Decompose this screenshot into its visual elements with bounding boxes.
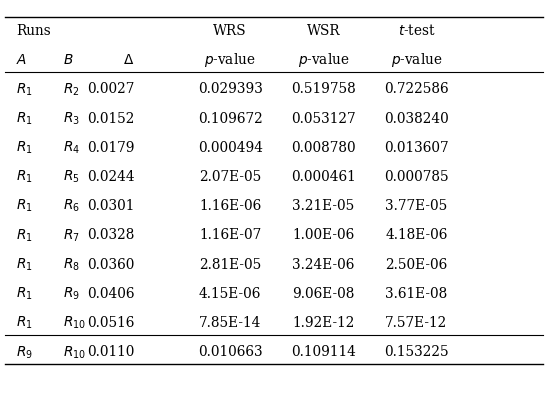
Text: $\mathit{R}_3$: $\mathit{R}_3$ [63,110,80,126]
Text: 3.21E-05: 3.21E-05 [292,199,355,213]
Text: 0.109114: 0.109114 [291,345,356,358]
Text: 0.0179: 0.0179 [87,141,134,154]
Text: $\mathit{R}_1$: $\mathit{R}_1$ [16,110,33,126]
Text: 2.50E-06: 2.50E-06 [385,257,448,271]
Text: 1.16E-06: 1.16E-06 [199,199,261,213]
Text: 0.0152: 0.0152 [87,111,134,125]
Text: $\mathit{R}_8$: $\mathit{R}_8$ [63,256,80,272]
Text: $\mathit{R}_1$: $\mathit{R}_1$ [16,256,33,272]
Text: 0.519758: 0.519758 [291,82,356,96]
Text: $p$-value: $p$-value [391,51,442,69]
Text: $\mathit{R}_4$: $\mathit{R}_4$ [63,139,80,156]
Text: 0.000785: 0.000785 [384,170,449,183]
Text: $\mathit{R}_1$: $\mathit{R}_1$ [16,168,33,185]
Text: 1.92E-12: 1.92E-12 [292,315,355,329]
Text: WSR: WSR [306,24,340,38]
Text: 3.61E-08: 3.61E-08 [385,286,448,300]
Text: $\mathit{R}_1$: $\mathit{R}_1$ [16,139,33,156]
Text: 0.038240: 0.038240 [384,111,449,125]
Text: 1.16E-07: 1.16E-07 [199,228,261,242]
Text: 0.0301: 0.0301 [87,199,134,213]
Text: 1.00E-06: 1.00E-06 [292,228,355,242]
Text: 0.153225: 0.153225 [384,345,449,358]
Text: 0.0027: 0.0027 [87,82,134,96]
Text: $\mathit{R}_1$: $\mathit{R}_1$ [16,198,33,214]
Text: $\mathit{R}_{10}$: $\mathit{R}_{10}$ [63,314,86,330]
Text: 0.0244: 0.0244 [87,170,134,183]
Text: 0.722586: 0.722586 [384,82,449,96]
Text: 0.029393: 0.029393 [198,82,262,96]
Text: 2.07E-05: 2.07E-05 [199,170,261,183]
Text: $\Delta$: $\Delta$ [123,53,134,67]
Text: $A$: $A$ [16,53,27,67]
Text: 0.109672: 0.109672 [198,111,262,125]
Text: 0.0110: 0.0110 [87,345,134,358]
Text: 0.0406: 0.0406 [87,286,134,300]
Text: $\mathit{R}_9$: $\mathit{R}_9$ [63,285,80,301]
Text: $\mathit{R}_1$: $\mathit{R}_1$ [16,285,33,301]
Text: 4.18E-06: 4.18E-06 [385,228,448,242]
Text: 0.0516: 0.0516 [87,315,134,329]
Text: 0.000461: 0.000461 [291,170,356,183]
Text: $\mathit{R}_5$: $\mathit{R}_5$ [63,168,79,185]
Text: $B$: $B$ [63,53,73,67]
Text: 0.008780: 0.008780 [291,141,356,154]
Text: 0.013607: 0.013607 [384,141,449,154]
Text: $\mathit{R}_6$: $\mathit{R}_6$ [63,198,80,214]
Text: 7.57E-12: 7.57E-12 [385,315,448,329]
Text: $\mathit{R}_1$: $\mathit{R}_1$ [16,314,33,330]
Text: 0.053127: 0.053127 [291,111,356,125]
Text: 7.85E-14: 7.85E-14 [199,315,261,329]
Text: $\mathit{R}_1$: $\mathit{R}_1$ [16,227,33,243]
Text: 4.15E-06: 4.15E-06 [199,286,261,300]
Text: $p$-value: $p$-value [204,51,256,69]
Text: 0.000494: 0.000494 [198,141,262,154]
Text: 3.24E-06: 3.24E-06 [292,257,355,271]
Text: $\mathit{R}_9$: $\mathit{R}_9$ [16,343,33,360]
Text: $t$-test: $t$-test [397,23,436,38]
Text: 0.010663: 0.010663 [198,345,262,358]
Text: 9.06E-08: 9.06E-08 [292,286,355,300]
Text: $\mathit{R}_7$: $\mathit{R}_7$ [63,227,80,243]
Text: $p$-value: $p$-value [298,51,349,69]
Text: $\mathit{R}_2$: $\mathit{R}_2$ [63,81,79,97]
Text: $\mathit{R}_{10}$: $\mathit{R}_{10}$ [63,343,86,360]
Text: Runs: Runs [16,24,51,38]
Text: 0.0328: 0.0328 [87,228,134,242]
Text: 2.81E-05: 2.81E-05 [199,257,261,271]
Text: 3.77E-05: 3.77E-05 [385,199,448,213]
Text: 0.0360: 0.0360 [87,257,134,271]
Text: $\mathit{R}_1$: $\mathit{R}_1$ [16,81,33,97]
Text: WRS: WRS [213,24,247,38]
